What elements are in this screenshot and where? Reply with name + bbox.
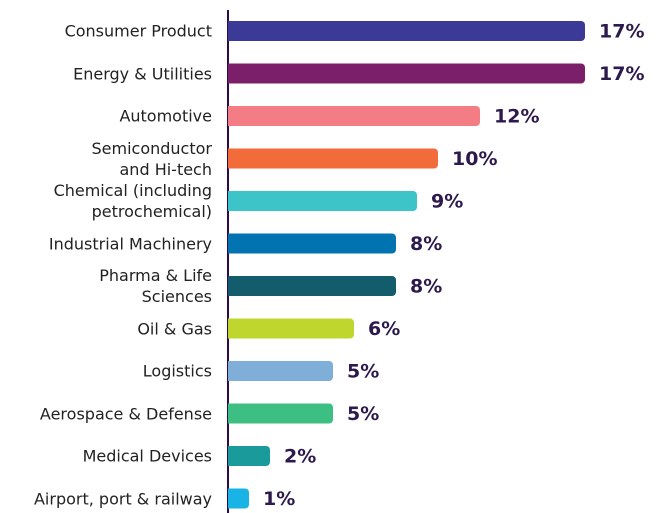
value-label: 17% (599, 63, 644, 85)
bar (228, 488, 249, 509)
category-label: Automotive (119, 106, 212, 126)
value-label: 6% (368, 318, 400, 340)
category-label: Logistics (142, 361, 212, 381)
bar (228, 63, 585, 84)
bar (228, 403, 333, 424)
category-label: Airport, port & railway (33, 489, 212, 508)
category-label: Industrial Machinery (48, 234, 212, 253)
value-label: 5% (347, 403, 379, 425)
value-label: 9% (431, 191, 463, 213)
category-label: Semiconductor and Hi-tech (91, 138, 213, 179)
category-label: Chemical (including petrochemical) (53, 181, 212, 221)
value-label: 12% (494, 106, 539, 128)
bar (228, 446, 270, 466)
value-label: 8% (410, 276, 442, 298)
bar (228, 361, 333, 381)
category-label: Energy & Utilities (73, 64, 212, 83)
bar (228, 21, 585, 41)
bar (228, 276, 396, 296)
value-label: 2% (284, 446, 316, 468)
value-label: 17% (599, 21, 644, 43)
bar (228, 233, 396, 254)
bar (228, 148, 438, 169)
category-label: Aerospace & Defense (39, 404, 212, 423)
value-label: 10% (452, 148, 497, 170)
bar (228, 191, 417, 211)
value-label: 5% (347, 361, 379, 383)
value-label: 1% (263, 488, 295, 510)
bar (228, 318, 354, 339)
bar (228, 106, 480, 126)
value-label: 8% (410, 233, 442, 255)
category-label: Pharma & Life Sciences (99, 266, 212, 306)
category-label: Medical Devices (82, 446, 212, 466)
category-label: Oil & Gas (137, 319, 212, 338)
category-label: Consumer Product (64, 21, 212, 41)
